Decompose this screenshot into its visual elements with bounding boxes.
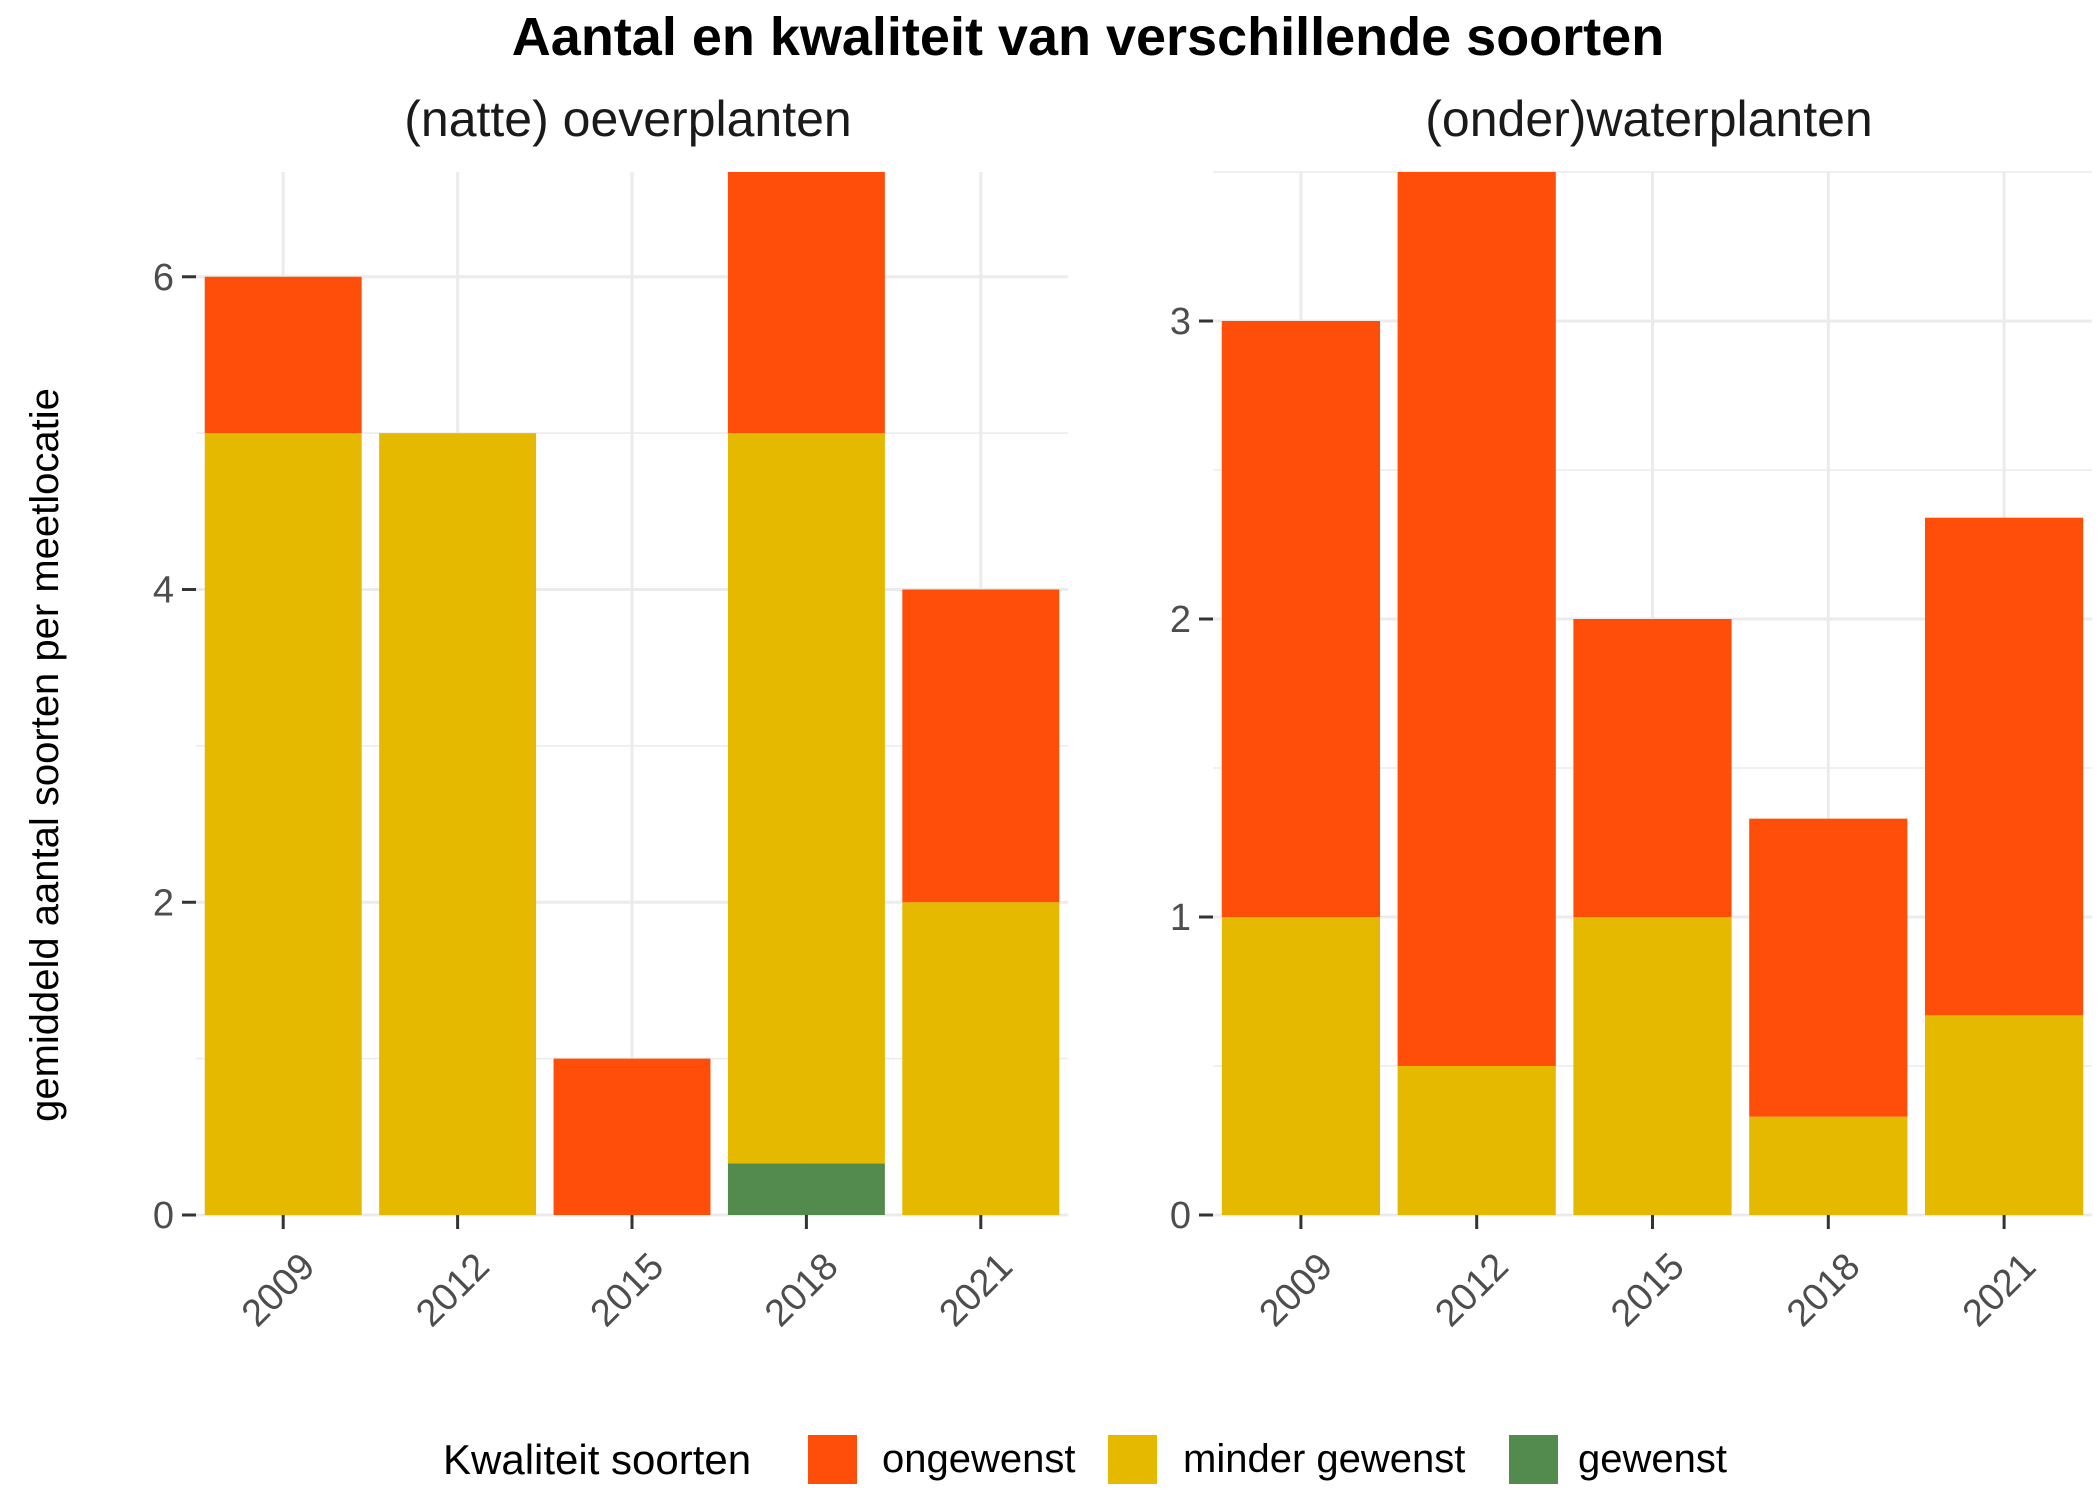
bar-minder-gewenst-2021 <box>1924 1015 2084 1215</box>
legend-swatch-ongewenst <box>808 1435 857 1484</box>
panel-title-oeverplanten: (natte) oeverplanten <box>404 91 852 147</box>
x-tick-label: 2015 <box>1603 1245 1692 1334</box>
bar-minder-gewenst-2018 <box>727 433 885 1164</box>
bar-minder-gewenst-2021 <box>902 902 1060 1215</box>
x-tick-label: 2012 <box>1427 1245 1516 1334</box>
y-tick-label: 2 <box>1170 599 1191 641</box>
y-tick-label: 6 <box>153 257 174 299</box>
bar-ongewenst-2015 <box>1573 619 1732 917</box>
y-tick-label: 2 <box>153 882 174 924</box>
legend-swatch-gewenst <box>1509 1435 1558 1484</box>
legend-label-ongewenst: ongewenst <box>882 1437 1075 1481</box>
x-tick-label: 2009 <box>1252 1245 1341 1334</box>
legend-title: Kwaliteit soorten <box>443 1436 751 1483</box>
y-tick-label: 3 <box>1170 301 1191 343</box>
bar-minder-gewenst-2018 <box>1749 1116 1908 1215</box>
bar-ongewenst-2018 <box>727 172 885 434</box>
bar-minder-gewenst-2012 <box>1397 1066 1556 1215</box>
legend: Kwaliteit soorten ongewenst minder gewen… <box>443 1435 1727 1484</box>
y-tick-label: 1 <box>1170 897 1191 939</box>
y-tick-label: 0 <box>1170 1195 1191 1237</box>
y-tick-label: 4 <box>153 570 174 612</box>
x-tick-label: 2021 <box>931 1245 1020 1334</box>
legend-swatch-minder-gewenst <box>1108 1435 1157 1484</box>
x-tick-label: 2012 <box>408 1245 497 1334</box>
panel-oeverplanten: (natte) oeverplanten 0 2 4 6 2009 2012 2015 2018… <box>153 91 1068 1335</box>
x-tick-label: 2021 <box>1955 1245 2044 1334</box>
panel-title-waterplanten: (onder)waterplanten <box>1425 91 1873 147</box>
bar-ongewenst-2018 <box>1749 818 1908 1117</box>
bar-minder-gewenst-2009 <box>1221 917 1381 1215</box>
bar-ongewenst-2009 <box>1221 321 1381 917</box>
x-tick-label: 2009 <box>234 1245 323 1334</box>
bar-ongewenst-2021 <box>1924 517 2084 1016</box>
x-tick-label: 2015 <box>583 1245 672 1334</box>
x-tick-label: 2018 <box>757 1245 846 1334</box>
chart-title: Aantal en kwaliteit van verschillende so… <box>512 7 1664 67</box>
y-tick-label: 0 <box>153 1195 174 1237</box>
bar-ongewenst-2021 <box>902 589 1060 903</box>
bar-gewenst-2018 <box>727 1163 885 1215</box>
bar-minder-gewenst-2015 <box>1573 917 1732 1215</box>
bar-ongewenst-2009 <box>204 276 362 434</box>
y-axis-title: gemiddeld aantal soorten per meetlocatie <box>23 388 67 1122</box>
bar-ongewenst-2015 <box>553 1058 711 1215</box>
bar-ongewenst-2012 <box>1397 172 1556 1066</box>
legend-label-minder-gewenst: minder gewenst <box>1183 1437 1465 1481</box>
bar-minder-gewenst-2009 <box>204 433 362 1215</box>
x-tick-label: 2018 <box>1779 1245 1868 1334</box>
panel-waterplanten: (onder)waterplanten 0 1 2 3 2009 2012 2015 2018 2… <box>1170 91 2092 1335</box>
bar-minder-gewenst-2012 <box>379 433 537 1215</box>
legend-label-gewenst: gewenst <box>1578 1437 1727 1481</box>
